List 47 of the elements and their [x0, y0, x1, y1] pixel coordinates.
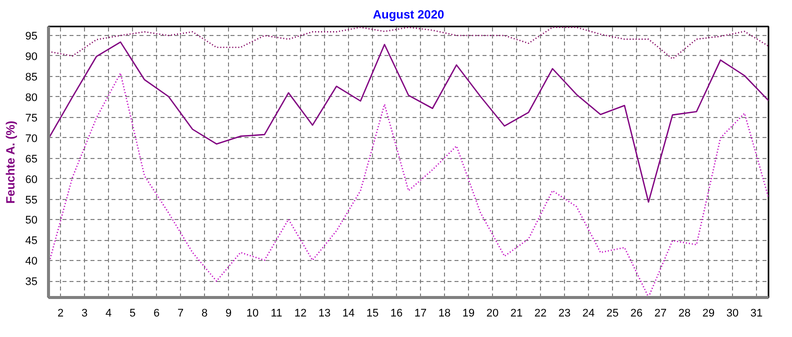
chart-title: August 2020: [372, 8, 445, 22]
x-tick-label: 29: [702, 308, 715, 320]
x-tick-label: 22: [534, 308, 547, 320]
x-tick-label: 24: [582, 308, 595, 320]
y-tick-label: 95: [25, 30, 38, 43]
x-tick-label: 3: [81, 308, 88, 320]
line-series: [48, 26, 768, 60]
y-tick-label: 55: [25, 194, 38, 206]
x-tick-label: 9: [225, 308, 232, 320]
x-tick-label: 30: [726, 308, 739, 320]
x-tick-label: 26: [630, 308, 643, 320]
x-tick-label: 20: [486, 308, 499, 320]
y-tick-label: 35: [25, 276, 38, 288]
x-tick-label: 21: [510, 308, 523, 320]
x-tick-label: 4: [105, 308, 112, 320]
x-tick-label: 11: [270, 308, 282, 320]
x-tick-label: 16: [390, 308, 403, 320]
x-tick-label: 12: [294, 308, 307, 320]
x-tick-label: 15: [366, 308, 379, 320]
x-tick-label: 14: [342, 308, 355, 320]
y-tick-label: 60: [25, 174, 38, 186]
x-tick-label: 8: [201, 308, 208, 320]
x-tick-label: 7: [177, 308, 184, 320]
x-tick-label: 10: [246, 308, 259, 320]
y-axis-title: Feuchte A. (%): [3, 120, 18, 204]
x-tick-label: 28: [678, 308, 691, 320]
y-tick-label: 50: [25, 214, 38, 227]
y-tick-label: 45: [25, 235, 38, 248]
y-tick-label: 80: [25, 92, 38, 104]
x-tick-label: 23: [558, 308, 571, 320]
y-tick-label: 75: [25, 112, 38, 124]
x-tick-label: 27: [654, 308, 667, 320]
y-tick-label: 90: [25, 50, 38, 63]
x-tick-label: 13: [318, 308, 331, 320]
line-series: [48, 41, 768, 203]
x-tick-label: 18: [438, 308, 451, 320]
x-tick-label: 17: [414, 308, 427, 320]
x-tick-label: 19: [462, 308, 475, 320]
x-tick-label: 6: [153, 308, 160, 320]
x-tick-label: 2: [57, 308, 64, 320]
y-tick-label: 40: [25, 256, 38, 268]
x-tick-label: 25: [606, 308, 619, 320]
y-tick-label: 85: [25, 71, 38, 84]
y-tick-label: 70: [25, 132, 38, 145]
y-tick-label: 65: [25, 153, 38, 166]
x-tick-label: 5: [129, 308, 136, 320]
x-tick-label: 31: [750, 308, 763, 320]
